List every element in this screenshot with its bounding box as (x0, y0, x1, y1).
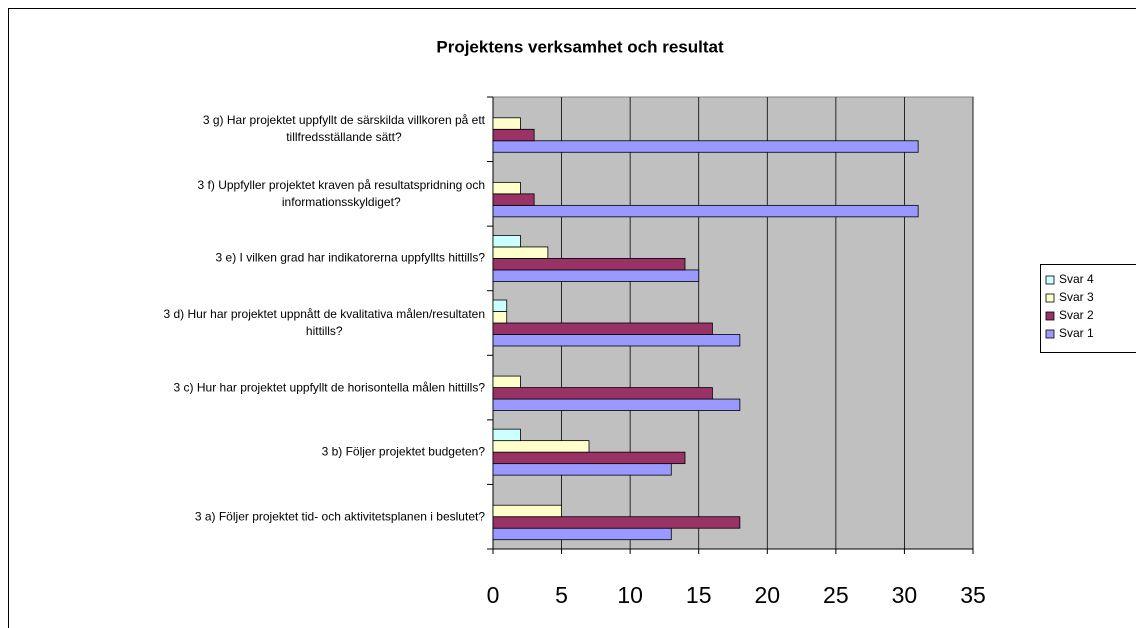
bar (492, 128, 535, 142)
bar (492, 311, 508, 324)
bar (492, 334, 741, 347)
bar (492, 516, 741, 529)
legend-label: Svar 1 (1059, 326, 1094, 340)
legend-swatch (1045, 275, 1055, 285)
chart-title: Projektens verksamhet och resultat (436, 37, 724, 56)
y-tick-label: 3 e) I vilken grad har indikatorerna upp… (215, 250, 485, 265)
bar (492, 193, 535, 206)
bar (492, 463, 672, 476)
bar (492, 299, 508, 312)
bar (492, 440, 590, 453)
y-tick-label: 3 f) Uppfyller projektet kraven på resul… (197, 177, 485, 209)
y-tick-label: 3 c) Hur har projektet uppfyllt de horis… (173, 380, 485, 395)
legend-swatch (1045, 311, 1055, 321)
legend-swatch (1045, 293, 1055, 303)
x-tick-label: 25 (823, 582, 849, 608)
bar (492, 504, 562, 518)
legend-label: Svar 2 (1059, 308, 1094, 322)
bar (492, 387, 713, 400)
y-tick-label: 3 a) Följer projektet tid- och aktivitet… (194, 509, 485, 524)
x-tick-label: 0 (487, 582, 500, 608)
x-tick-label: 5 (555, 582, 568, 608)
bar (492, 322, 713, 335)
bar (492, 428, 521, 442)
bar (492, 181, 521, 195)
legend-box (1040, 264, 1136, 353)
bar (492, 140, 919, 153)
bar (492, 235, 521, 248)
x-tick-label: 10 (617, 582, 643, 608)
bar (492, 204, 919, 218)
y-tick-label: 3 b) Följer projektet budgeten? (321, 444, 485, 459)
y-tick-label: 3 d) Hur har projektet uppnått de kvalit… (163, 307, 485, 338)
bar (492, 117, 521, 130)
x-tick-label: 20 (754, 582, 780, 608)
legend-swatch (1045, 329, 1055, 339)
legend-label: Svar 4 (1059, 272, 1094, 286)
x-tick-label: 30 (892, 582, 918, 608)
x-tick-label: 35 (960, 582, 986, 608)
bar (492, 246, 549, 259)
bar (492, 527, 672, 541)
bar (492, 375, 521, 388)
bar (492, 451, 686, 465)
bar (492, 269, 700, 282)
x-tick-label: 15 (686, 582, 712, 608)
legend-label: Svar 3 (1059, 290, 1094, 304)
bar (492, 398, 741, 411)
y-tick-label: 3 g) Har projektet uppfyllt de särskilda… (202, 113, 485, 145)
bar (492, 258, 686, 271)
